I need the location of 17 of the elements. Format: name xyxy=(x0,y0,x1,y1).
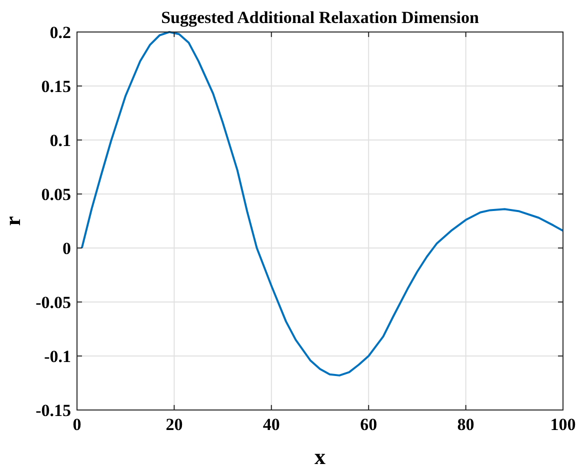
y-tick-label: 0.2 xyxy=(50,23,71,42)
y-tick-label: -0.05 xyxy=(36,293,71,312)
x-tick-label: 40 xyxy=(262,415,280,434)
line-series xyxy=(80,31,564,376)
y-tick-label: 0.15 xyxy=(41,77,71,96)
x-tick-label: 80 xyxy=(457,415,474,434)
y-tick-label: -0.1 xyxy=(44,347,71,366)
x-tick-label: 100 xyxy=(550,415,576,434)
y-tick-label: 0.1 xyxy=(50,131,71,150)
y-axis-title: r xyxy=(0,216,25,226)
x-axis-title: x xyxy=(314,444,326,466)
y-tick-label: 0 xyxy=(62,239,71,258)
x-tick-label: 60 xyxy=(360,415,378,434)
chart-title: Suggested Additional Relaxation Dimension xyxy=(161,8,480,27)
y-tick-label: 0.05 xyxy=(41,185,71,204)
x-tick-label: 20 xyxy=(166,415,183,434)
y-tick-label: -0.15 xyxy=(36,401,71,420)
